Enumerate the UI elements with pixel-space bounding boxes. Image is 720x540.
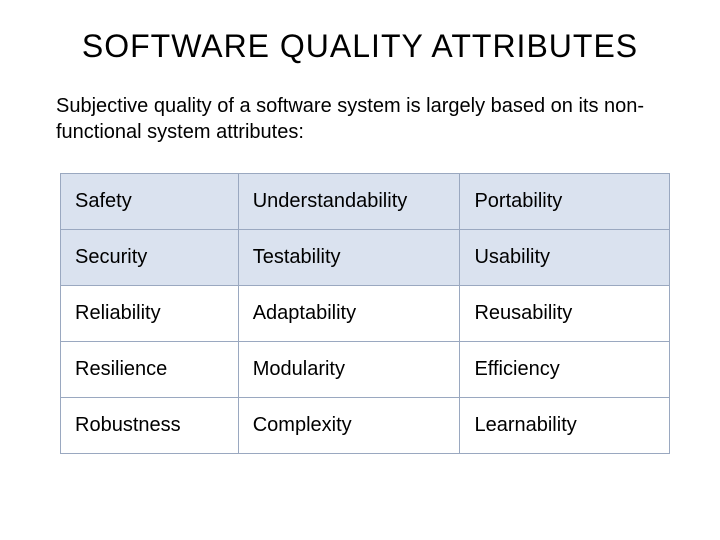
table-cell: Safety — [61, 174, 239, 230]
table-cell: Reusability — [460, 286, 670, 342]
table-row: Security Testability Usability — [61, 230, 670, 286]
table-cell: Modularity — [238, 342, 460, 398]
subtitle-text: Subjective quality of a software system … — [56, 93, 660, 145]
table-cell: Robustness — [61, 398, 239, 454]
table-cell: Adaptability — [238, 286, 460, 342]
table-row: Robustness Complexity Learnability — [61, 398, 670, 454]
table-cell: Learnability — [460, 398, 670, 454]
table-cell: Understandability — [238, 174, 460, 230]
table-cell: Usability — [460, 230, 670, 286]
table-row: Resilience Modularity Efficiency — [61, 342, 670, 398]
slide: SOFTWARE QUALITY ATTRIBUTES Subjective q… — [0, 0, 720, 540]
table-cell: Complexity — [238, 398, 460, 454]
table-cell: Testability — [238, 230, 460, 286]
table-cell: Security — [61, 230, 239, 286]
table-cell: Portability — [460, 174, 670, 230]
table-row: Reliability Adaptability Reusability — [61, 286, 670, 342]
table-cell: Reliability — [61, 286, 239, 342]
attributes-table: Safety Understandability Portability Sec… — [60, 173, 670, 454]
table-cell: Resilience — [61, 342, 239, 398]
page-title: SOFTWARE QUALITY ATTRIBUTES — [40, 28, 680, 65]
table-row: Safety Understandability Portability — [61, 174, 670, 230]
table-cell: Efficiency — [460, 342, 670, 398]
